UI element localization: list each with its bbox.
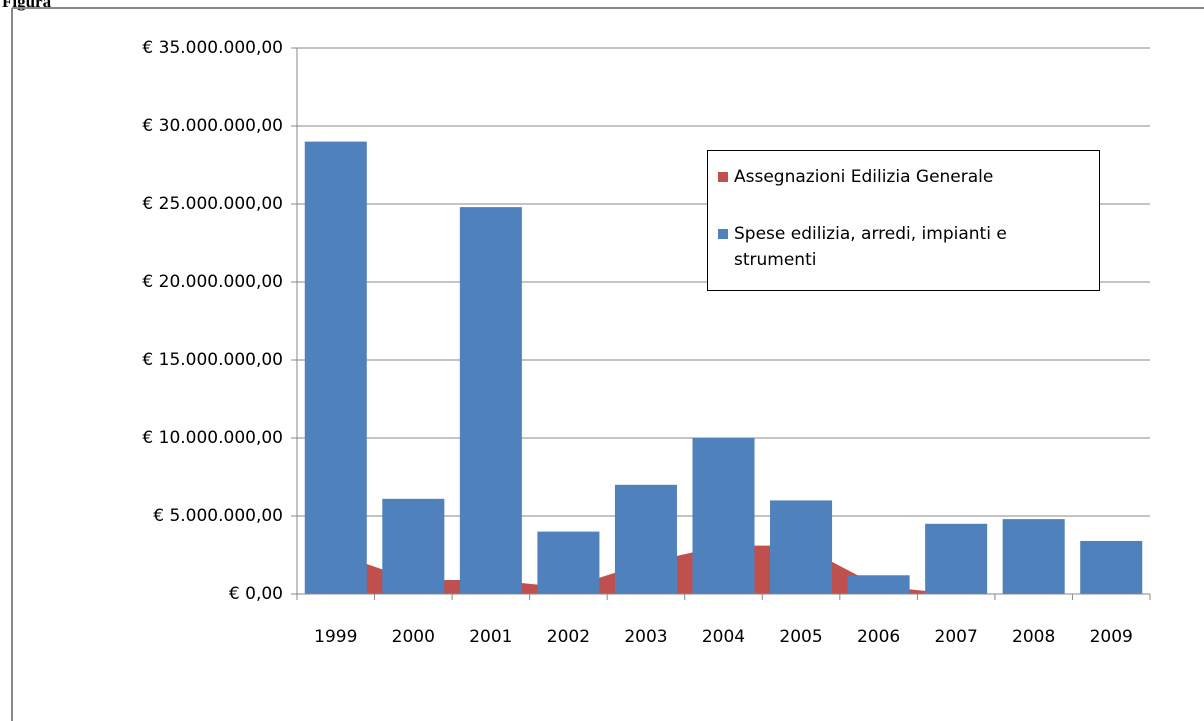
- bar: [614, 484, 677, 594]
- bar: [770, 500, 833, 594]
- y-tick-label: € 0,00: [229, 584, 283, 604]
- x-tick-label: 2009: [1090, 627, 1133, 647]
- legend-label: Spese edilizia, arredi, impianti e strum…: [734, 224, 1007, 270]
- bar: [304, 141, 367, 594]
- x-tick-label: 2004: [702, 627, 745, 647]
- legend-swatch: [718, 229, 728, 239]
- legend-item: Assegnazioni Edilizia Generale: [718, 164, 1088, 190]
- y-tick-label: € 5.000.000,00: [153, 506, 283, 526]
- x-tick-label: 2003: [624, 627, 667, 647]
- legend-item: Spese edilizia, arredi, impianti e strum…: [718, 221, 1088, 273]
- x-tick-label: 2001: [469, 627, 512, 647]
- x-tick-label: 2008: [1012, 627, 1055, 647]
- legend-swatch: [718, 172, 728, 182]
- x-tick-label: 2007: [935, 627, 978, 647]
- x-tick-label: 2005: [779, 627, 822, 647]
- caption: Figura: [2, 0, 52, 11]
- bar: [847, 575, 910, 594]
- bar: [382, 498, 445, 594]
- y-tick-label: € 25.000.000,00: [142, 194, 283, 214]
- x-tick-label: 2006: [857, 627, 900, 647]
- x-tick-label: 2000: [392, 627, 435, 647]
- x-tick-label: 1999: [314, 627, 357, 647]
- y-tick-label: € 35.000.000,00: [142, 38, 283, 58]
- y-tick-label: € 20.000.000,00: [142, 272, 283, 292]
- bar: [459, 207, 522, 594]
- bar: [1002, 519, 1065, 594]
- bar: [537, 531, 600, 594]
- y-tick-label: € 15.000.000,00: [142, 350, 283, 370]
- bar: [1080, 540, 1143, 594]
- legend-label: Assegnazioni Edilizia Generale: [734, 167, 994, 187]
- bar: [925, 523, 988, 594]
- legend: Assegnazioni Edilizia Generale Spese edil…: [707, 150, 1100, 291]
- y-tick-label: € 10.000.000,00: [142, 428, 283, 448]
- y-tick-label: € 30.000.000,00: [142, 116, 283, 136]
- bar: [692, 438, 755, 594]
- x-tick-label: 2002: [547, 627, 590, 647]
